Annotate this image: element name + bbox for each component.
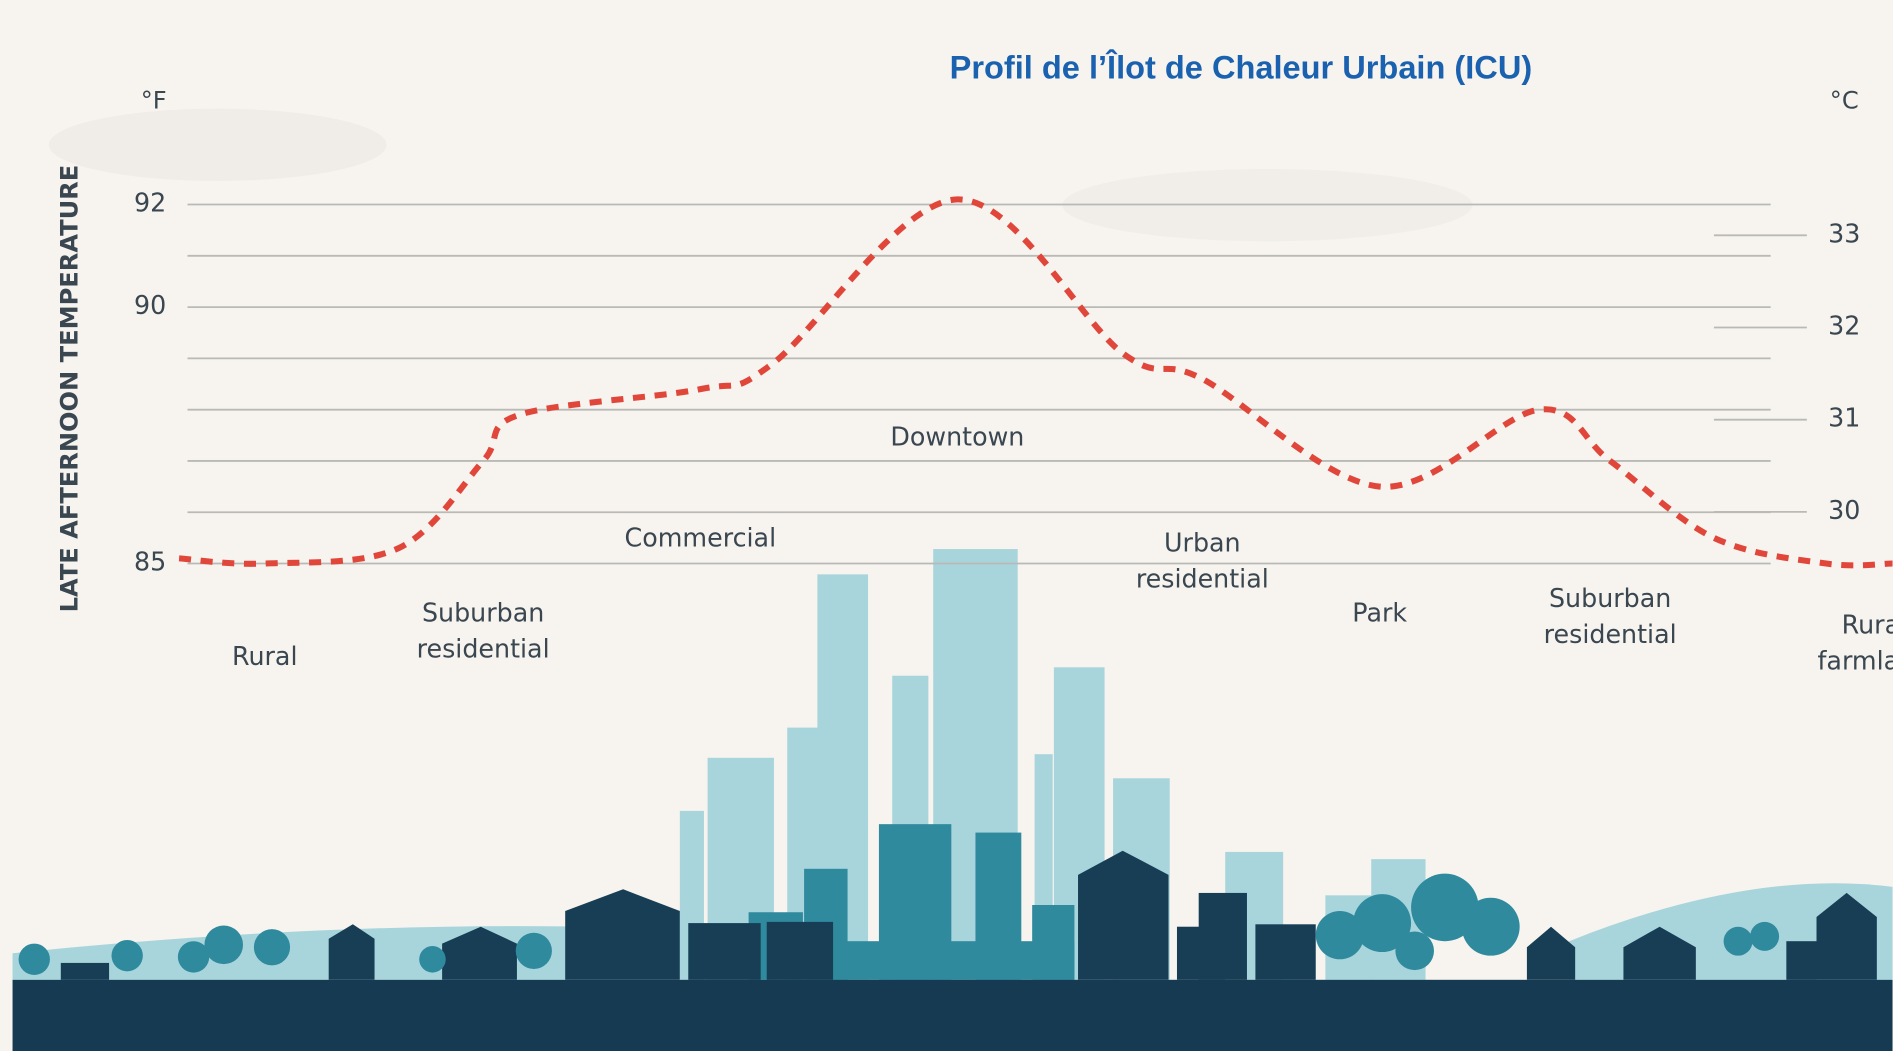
zone-label-box: Commercial [604,490,797,587]
zone-label-box: Suburban residential [1514,568,1707,665]
y-tick-label: 85 [134,547,166,577]
y2-tick-label: 30 [1828,495,1860,525]
x-tick-label: Rural farmland [1802,595,1893,692]
x-tick-label: Urban residential [1106,513,1299,610]
y-unit: °F [141,86,167,114]
x-tick-label: Park [1283,565,1476,662]
x-tick-label: Suburban residential [1514,568,1707,665]
y2-tick-label: 31 [1828,403,1860,433]
y-axis-label: LATE AFTERNOON TEMPERATURE [55,165,83,613]
zone-label-box: Rural farmland [1730,595,1893,692]
chart-title: Profil de l’Îlot de Chaleur Urbain (ICU) [950,49,1533,86]
y-tick-label: 90 [134,290,166,320]
x-tick-label: Rural [168,608,361,705]
background-art [0,0,1892,1051]
chart: Profil de l’Îlot de Chaleur Urbain (ICU)… [0,0,1893,1051]
zone-label-box: Park [1283,565,1476,662]
x-tick-label: Downtown [861,389,1054,486]
page: Profil de l’Îlot de Chaleur Urbain (ICU)… [0,0,1893,1051]
y-tick-label: 92 [134,188,166,218]
x-tick-label: Commercial [604,490,797,587]
x-tick-label: Suburban residential [387,583,580,680]
y2-tick-label: 33 [1828,218,1860,248]
zone-label-box: Downtown [861,389,1054,486]
zone-label-box: Urban residential [1106,513,1299,610]
y2-tick-label: 32 [1828,310,1860,340]
zone-label-box: Suburban residential [387,583,580,680]
zone-label-box: Rural [168,608,361,705]
y2-unit: °C [1830,86,1859,114]
